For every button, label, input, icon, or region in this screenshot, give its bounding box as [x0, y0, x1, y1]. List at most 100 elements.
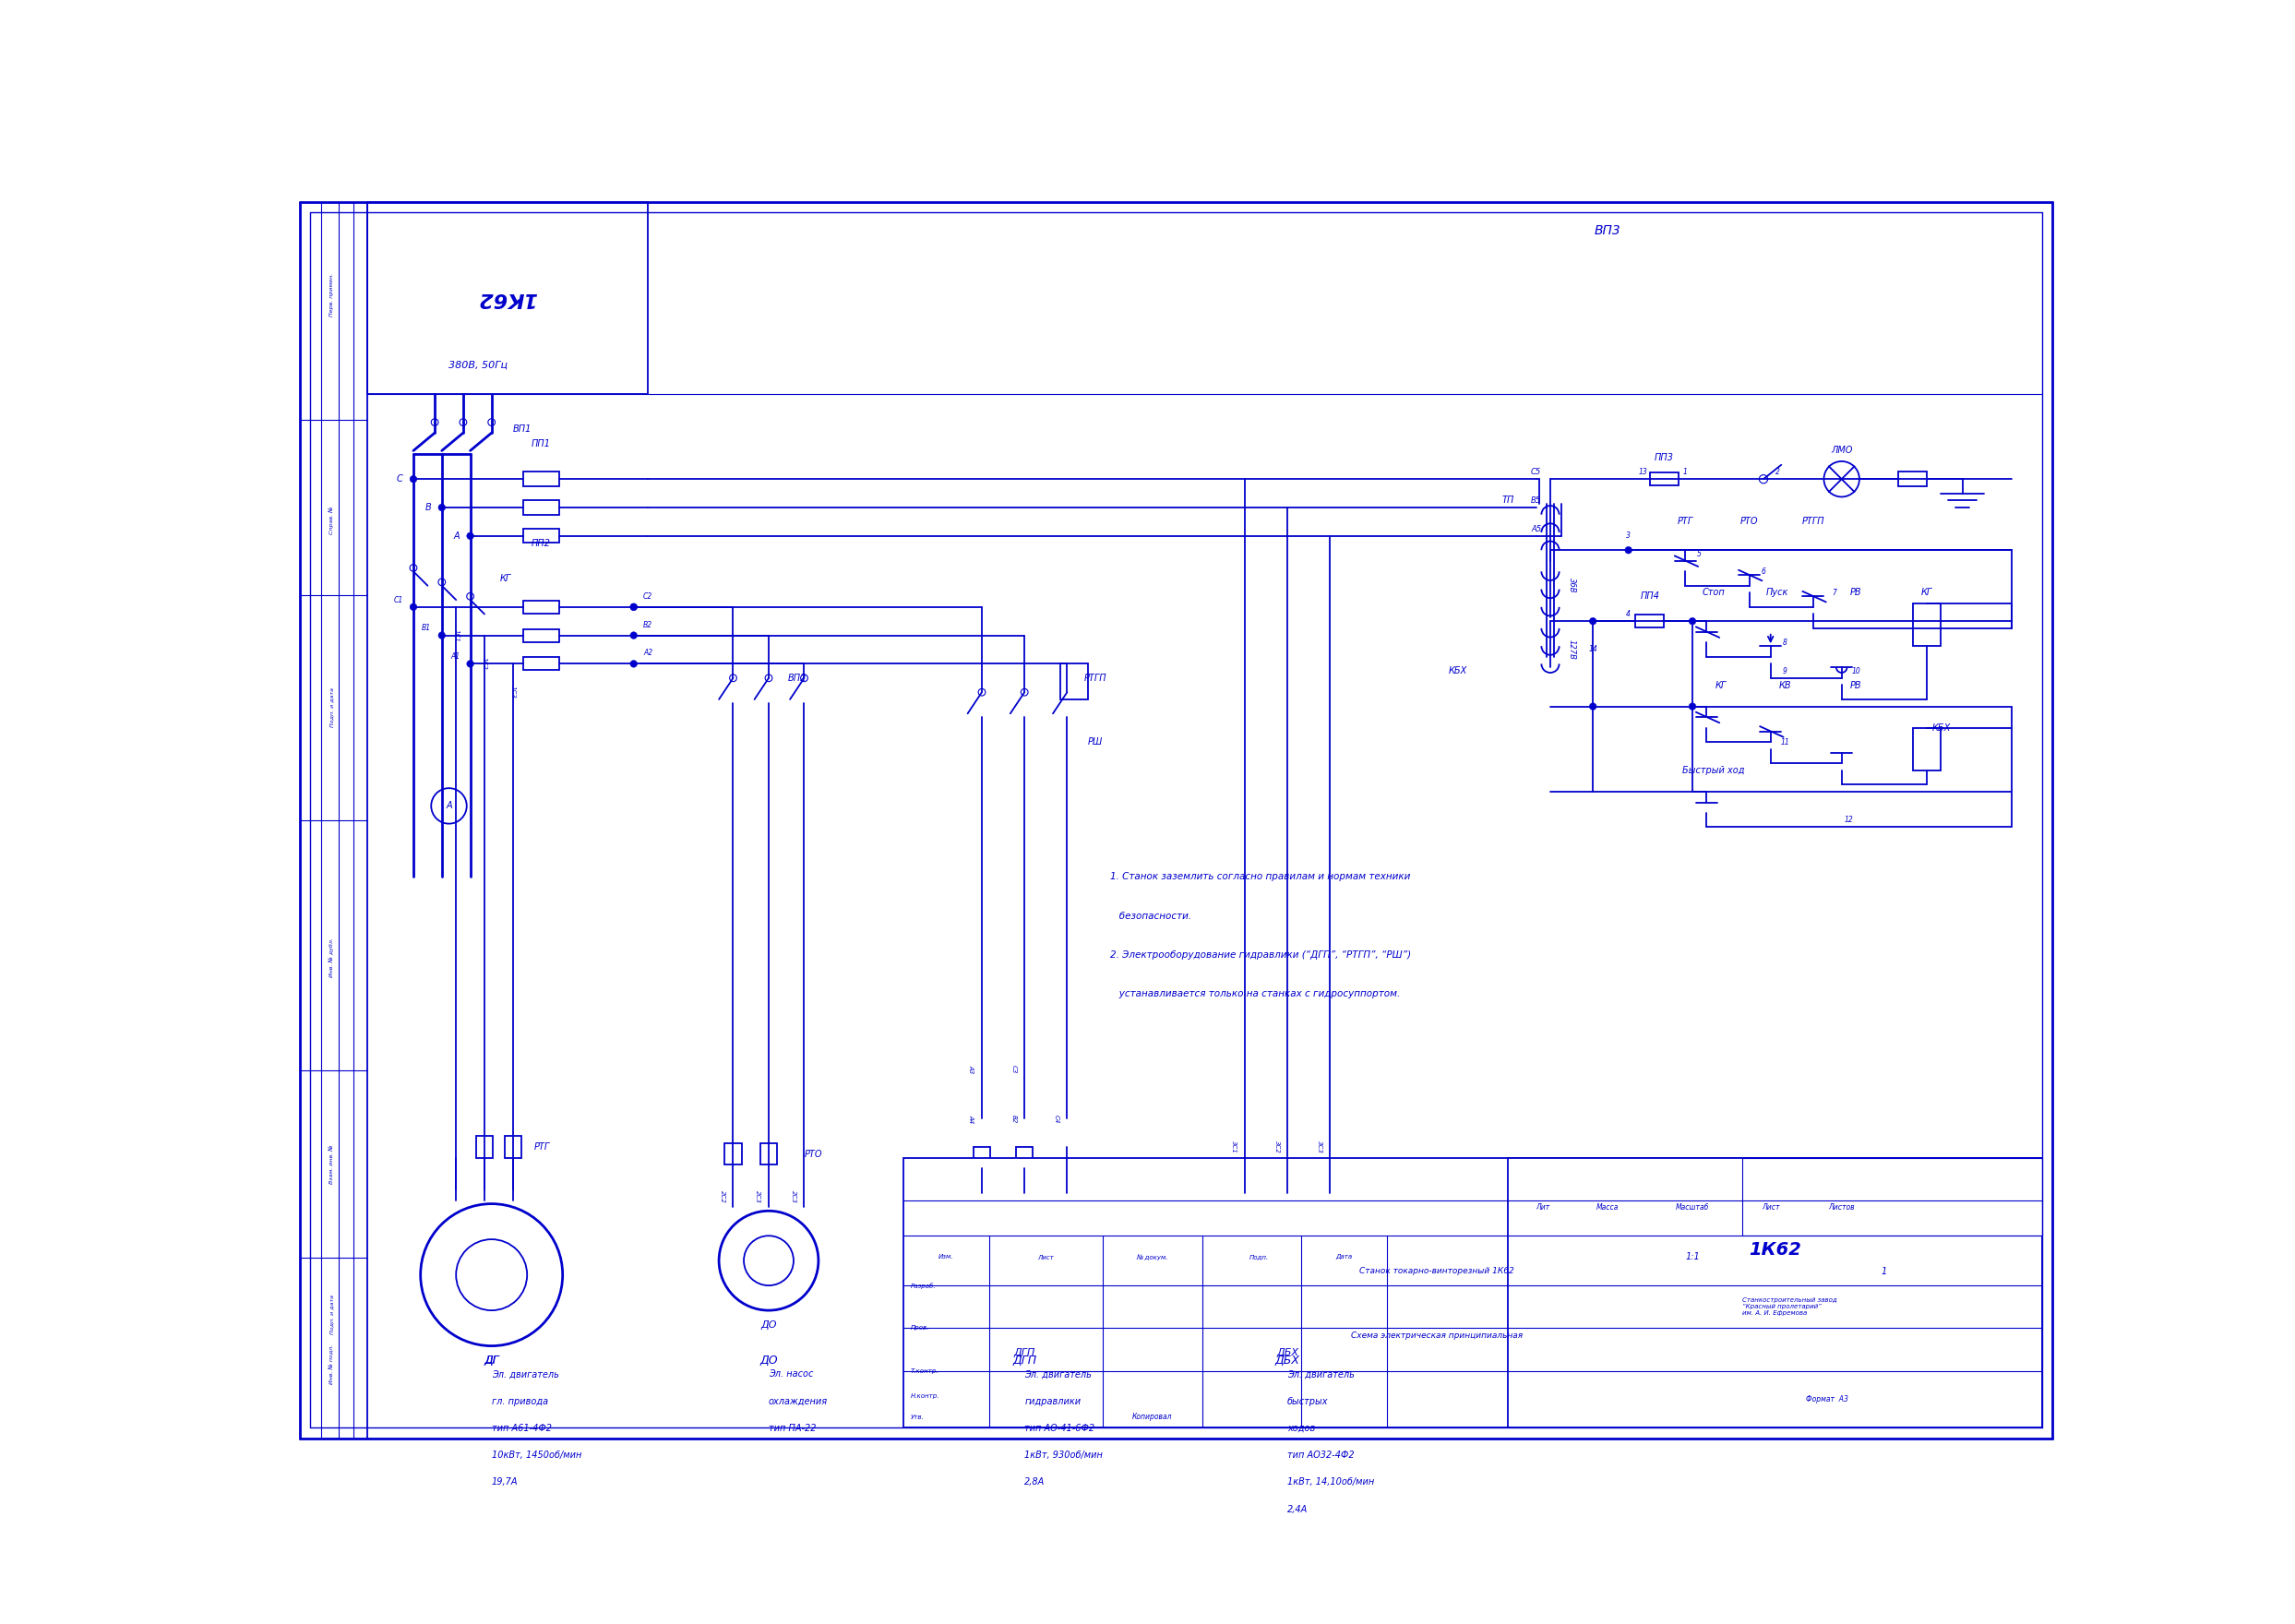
Text: Эл. насос: Эл. насос: [769, 1369, 812, 1379]
Text: тип АО-41-6Ф2: тип АО-41-6Ф2: [1024, 1424, 1095, 1432]
Text: ДО: ДО: [760, 1320, 776, 1328]
Text: ДБХ: ДБХ: [1276, 1348, 1299, 1358]
Text: 7: 7: [1831, 588, 1836, 598]
Circle shape: [1216, 1197, 1359, 1338]
Text: РТГ: РТГ: [535, 1142, 551, 1151]
Text: В1: В1: [422, 624, 431, 632]
Text: Эл. двигатель: Эл. двигатель: [491, 1369, 558, 1379]
Text: КБХ: КБХ: [1448, 666, 1467, 676]
Text: Эл. двигатель: Эл. двигатель: [1024, 1369, 1092, 1379]
Text: ТП: ТП: [1501, 495, 1515, 505]
Text: 2. Электрооборудование гидравлики (“ДГП”, “РТГП”, “РШ”): 2. Электрооборудование гидравлики (“ДГП”…: [1111, 950, 1411, 960]
Bar: [760, 1143, 778, 1164]
Circle shape: [1689, 703, 1696, 710]
Text: 1К62: 1К62: [477, 289, 537, 307]
Text: 13: 13: [1639, 468, 1648, 476]
Bar: [1912, 604, 1942, 646]
Text: Лист: Лист: [1037, 1254, 1053, 1260]
Text: С: С: [397, 474, 402, 484]
Bar: [1742, 1158, 2043, 1236]
Text: КВ: КВ: [1779, 680, 1790, 690]
Text: С2: С2: [643, 593, 652, 601]
Bar: [1650, 473, 1678, 486]
Text: 1К62: 1К62: [1749, 1241, 1802, 1259]
Circle shape: [438, 632, 445, 638]
Text: Подп. и дата: Подп. и дата: [330, 687, 335, 728]
Text: А4: А4: [968, 1114, 973, 1122]
Text: ПП3: ПП3: [1655, 453, 1673, 463]
Text: 10кВт, 1450об/мин: 10кВт, 1450об/мин: [491, 1450, 581, 1460]
Text: Н.контр.: Н.контр.: [911, 1393, 941, 1398]
Text: 11: 11: [1781, 737, 1790, 745]
Text: 12: 12: [1845, 815, 1854, 825]
Bar: [725, 1143, 741, 1164]
Text: Инв. № дубл.: Инв. № дубл.: [328, 939, 335, 978]
Text: Копировал: Копировал: [1131, 1413, 1173, 1421]
Text: 2: 2: [1776, 468, 1781, 476]
Text: Изм.: Изм.: [939, 1254, 955, 1260]
Circle shape: [1063, 689, 1072, 695]
Bar: [1017, 1147, 1033, 1168]
Text: ВП1: ВП1: [512, 425, 532, 434]
Circle shape: [801, 674, 808, 682]
Bar: [1636, 615, 1664, 627]
Text: 6: 6: [1760, 567, 1765, 575]
Bar: [523, 658, 560, 671]
Circle shape: [718, 1212, 819, 1311]
Text: Разраб.: Разраб.: [911, 1283, 936, 1289]
Bar: [1060, 664, 1088, 700]
Text: Листов: Листов: [1829, 1203, 1854, 1212]
Text: 9: 9: [1783, 667, 1788, 676]
Circle shape: [431, 419, 438, 425]
Text: 19,7А: 19,7А: [491, 1478, 519, 1488]
Text: 1: 1: [1682, 468, 1687, 476]
Text: Инв. № подл.: Инв. № подл.: [328, 1345, 335, 1384]
Bar: [973, 1147, 991, 1168]
Text: ПП2: ПП2: [532, 539, 551, 547]
Bar: [1912, 728, 1942, 770]
Text: 3С1: 3С1: [1232, 1140, 1237, 1153]
Text: 2,8А: 2,8А: [1024, 1478, 1044, 1488]
Text: гидравлики: гидравлики: [1024, 1397, 1081, 1406]
Text: Дата: Дата: [1336, 1254, 1352, 1260]
Text: охлаждения: охлаждения: [769, 1397, 828, 1406]
Circle shape: [1760, 474, 1767, 484]
Text: 5: 5: [1698, 549, 1703, 557]
Text: ЛМО: ЛМО: [1831, 447, 1852, 455]
Text: Станкостроительный завод
“Красный пролетарий”
им. А. И. Ефремова: Станкостроительный завод “Красный пролет…: [1742, 1298, 1836, 1315]
Text: КГ: КГ: [500, 573, 512, 583]
Circle shape: [1825, 461, 1859, 497]
Bar: [475, 1137, 493, 1158]
Bar: [1898, 473, 1928, 486]
Circle shape: [989, 1233, 1060, 1302]
Text: РТГ: РТГ: [1678, 516, 1694, 526]
Text: 127В: 127В: [1567, 640, 1577, 659]
Text: Пров.: Пров.: [911, 1325, 929, 1332]
Text: ДБХ: ДБХ: [1276, 1354, 1299, 1366]
Circle shape: [411, 565, 418, 572]
Text: В2: В2: [1012, 1114, 1017, 1122]
Text: 1. Станок заземлить согласно правилам и нормам техники: 1. Станок заземлить согласно правилам и …: [1111, 872, 1409, 882]
Text: 3: 3: [1627, 531, 1632, 541]
Bar: [523, 473, 560, 486]
Text: ДГП: ДГП: [1014, 1348, 1035, 1358]
Text: РТГП: РТГП: [1083, 674, 1106, 682]
Text: ПП1: ПП1: [532, 438, 551, 448]
Text: Быстрый ход: Быстрый ход: [1682, 767, 1744, 775]
Circle shape: [764, 674, 771, 682]
Text: А: А: [445, 801, 452, 810]
Text: 1кВт, 14,10об/мин: 1кВт, 14,10об/мин: [1287, 1478, 1375, 1488]
Text: 2,4А: 2,4А: [1287, 1505, 1308, 1514]
Bar: [367, 201, 647, 393]
Text: ДГП: ДГП: [1012, 1354, 1037, 1366]
Text: В5: В5: [1531, 497, 1542, 505]
Text: 380В, 50Гц: 380В, 50Гц: [450, 361, 507, 370]
Text: тип ПА-22: тип ПА-22: [769, 1424, 817, 1432]
Text: устанавливается только на станках с гидросуппортом.: устанавливается только на станках с гидр…: [1111, 989, 1400, 999]
Circle shape: [420, 1203, 562, 1346]
Text: 10: 10: [1852, 667, 1861, 676]
Circle shape: [489, 419, 496, 425]
Circle shape: [459, 419, 466, 425]
Text: Т.контр.: Т.контр.: [911, 1367, 939, 1374]
Text: 2С2: 2С2: [721, 1190, 725, 1203]
